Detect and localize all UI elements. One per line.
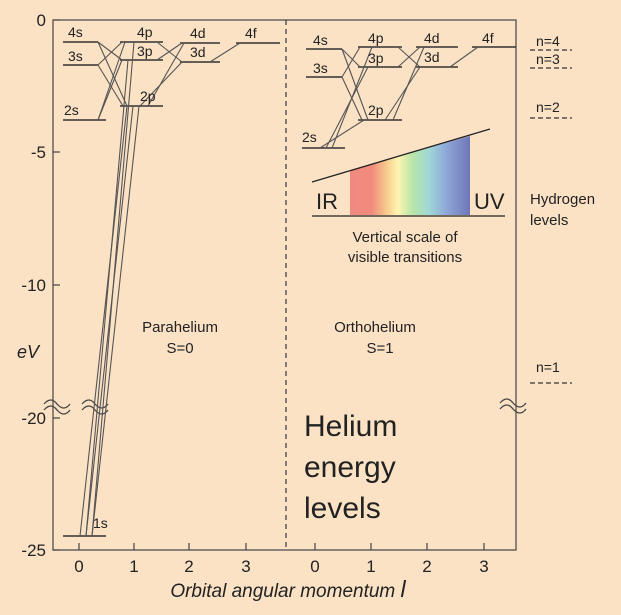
x-tick-para-2: 2 — [184, 557, 193, 576]
x-tick-labels: 0 1 2 3 0 1 2 3 — [74, 557, 488, 576]
ortho-label-2p: 2p — [368, 102, 384, 118]
ortho-label-4d: 4d — [424, 30, 440, 46]
axis-break-marks — [43, 398, 527, 415]
para-label-3p: 3p — [137, 43, 153, 59]
spectrum-uv-label: UV — [474, 189, 505, 214]
y-tick-minus25: -25 — [21, 541, 46, 560]
y-tick-minus5: -5 — [31, 143, 46, 162]
para-label-2p: 2p — [140, 88, 156, 104]
orthohelium-spin: S=1 — [366, 340, 393, 357]
ortho-label-3d: 3d — [424, 49, 440, 65]
para-level-lines — [63, 41, 280, 537]
hydrogen-title-2: levels — [530, 212, 568, 229]
spectrum-caption-2: visible transitions — [348, 249, 462, 266]
y-axis-label: eV — [17, 342, 41, 362]
title-line-2: energy — [304, 451, 396, 484]
x-tick-ortho-1: 1 — [366, 557, 375, 576]
ortho-label-3p: 3p — [368, 50, 384, 66]
spectrum-ir-label: IR — [316, 189, 338, 214]
orthohelium-label: Orthohelium — [334, 319, 416, 336]
ortho-label-4f: 4f — [482, 30, 494, 46]
hydrogen-label-n4: n=4 — [536, 33, 560, 49]
y-tick-minus20: -20 — [21, 409, 46, 428]
para-label-4s: 4s — [68, 24, 83, 40]
ortho-label-4s: 4s — [313, 32, 328, 48]
hydrogen-label-n1: n=1 — [536, 359, 560, 375]
spectrum-caption-1: Vertical scale of — [352, 229, 458, 246]
spectrum-scale-slope — [311, 128, 491, 183]
x-tick-para-0: 0 — [74, 557, 83, 576]
title-line-1: Helium — [304, 410, 397, 443]
hydrogen-title-1: Hydrogen — [530, 191, 595, 208]
ortho-label-2s: 2s — [302, 129, 317, 145]
para-level-labels: 4s 3s 2s 1s 4p 3p 2p 4d 3d 4f — [64, 24, 257, 531]
para-label-3d: 3d — [190, 44, 206, 60]
para-label-4f: 4f — [245, 25, 257, 41]
para-label-1s: 1s — [93, 515, 108, 531]
y-tick-minus10: -10 — [21, 276, 46, 295]
ortho-level-lines — [302, 46, 516, 149]
x-tick-ortho-2: 2 — [422, 557, 431, 576]
y-tick-0: 0 — [37, 11, 46, 30]
para-label-2s: 2s — [64, 102, 79, 118]
para-transitions — [79, 41, 241, 537]
hydrogen-label-n2: n=2 — [536, 99, 560, 115]
hydrogen-level-labels: n=4 n=3 n=2 n=1 — [536, 33, 560, 375]
ortho-label-4p: 4p — [368, 30, 384, 46]
ortho-level-labels: 4s 3s 2s 4p 3p 2p 4d 3d 4f — [302, 30, 494, 145]
para-label-4d: 4d — [190, 25, 206, 41]
x-ticks — [78, 543, 485, 550]
plot-frame — [52, 19, 517, 551]
parahelium-label: Parahelium — [142, 319, 218, 336]
x-tick-para-1: 1 — [129, 557, 138, 576]
x-tick-ortho-3: 3 — [479, 557, 488, 576]
ortho-label-3s: 3s — [313, 60, 328, 76]
visible-spectrum-band — [350, 136, 470, 215]
title-line-3: levels — [304, 492, 381, 525]
ortho-transitions — [319, 46, 479, 149]
x-axis-label: Orbital angular momentum l — [170, 576, 406, 602]
x-tick-para-3: 3 — [241, 557, 250, 576]
para-label-4p: 4p — [137, 24, 153, 40]
hydrogen-level-lines — [530, 49, 572, 384]
hydrogen-label-n3: n=3 — [536, 51, 560, 67]
y-ticks — [53, 19, 60, 551]
para-label-3s: 3s — [68, 48, 83, 64]
parahelium-spin: S=0 — [166, 340, 193, 357]
x-tick-ortho-0: 0 — [310, 557, 319, 576]
